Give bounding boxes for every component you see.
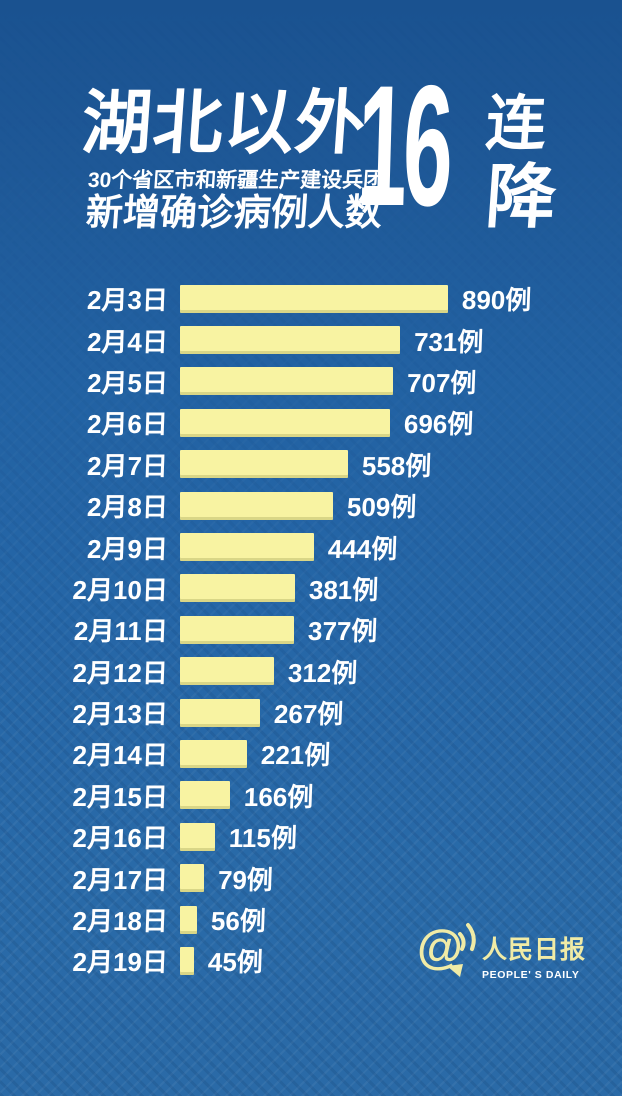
chart-row: 2月4日 731例 xyxy=(0,319,622,360)
chart-row: 2月3日 890例 xyxy=(0,278,622,319)
bar xyxy=(180,533,314,562)
date-label: 2月10日 xyxy=(72,574,169,605)
value-label: 707例 xyxy=(406,367,477,398)
wave-large-icon xyxy=(466,923,476,951)
value-label: 267例 xyxy=(273,699,344,730)
streak-label: 连 降 xyxy=(483,90,559,236)
speech-tail-icon xyxy=(447,964,463,977)
date-label: 2月13日 xyxy=(72,699,169,730)
date-label: 2月7日 xyxy=(86,450,169,481)
chart-row: 2月13日 267例 xyxy=(0,692,622,733)
bar xyxy=(180,864,204,893)
bar xyxy=(180,367,393,396)
date-label: 2月14日 xyxy=(72,740,169,771)
value-label: 696例 xyxy=(403,409,474,440)
bar xyxy=(180,491,333,520)
chart-row: 2月14日 221例 xyxy=(0,733,622,774)
bar xyxy=(180,615,294,644)
logo-en-text: PEOPLE' S DAILY xyxy=(482,969,580,981)
chart-row: 2月11日 377例 xyxy=(0,609,622,650)
chart-row: 2月6日 696例 xyxy=(0,402,622,443)
chart-row: 2月16日 115例 xyxy=(0,816,622,857)
value-label: 221例 xyxy=(260,740,331,771)
streak-number: 16 xyxy=(355,50,452,242)
date-label: 2月12日 xyxy=(72,657,169,688)
value-label: 444例 xyxy=(327,533,398,564)
chart-row: 2月7日 558例 xyxy=(0,444,622,485)
bar xyxy=(180,822,215,851)
date-label: 2月17日 xyxy=(72,864,169,895)
subtitle-metric: 新增确诊病例人数 xyxy=(84,192,384,233)
date-label: 2月18日 xyxy=(72,906,169,937)
date-label: 2月3日 xyxy=(86,285,169,316)
date-label: 2月15日 xyxy=(72,781,169,812)
at-glyph: @ xyxy=(417,920,463,973)
chart-row: 2月19日 45例 xyxy=(0,940,622,981)
bar xyxy=(180,657,274,686)
chart-row: 2月8日 509例 xyxy=(0,485,622,526)
subtitle-scope: 30个省区市和新疆生产建设兵团 xyxy=(87,169,386,192)
value-label: 312例 xyxy=(287,657,358,688)
logo-text: 人民日报 PEOPLE' S DAILY xyxy=(482,930,586,981)
value-label: 381例 xyxy=(308,574,379,605)
date-label: 2月4日 xyxy=(86,326,169,357)
value-label: 731例 xyxy=(413,326,484,357)
date-label: 2月9日 xyxy=(86,533,169,564)
value-label: 115例 xyxy=(228,823,298,854)
chart-row: 2月5日 707例 xyxy=(0,361,622,402)
bar xyxy=(180,450,348,479)
bar xyxy=(180,326,400,355)
streak-char-top: 连 xyxy=(483,90,549,157)
value-label: 45例 xyxy=(207,947,264,978)
date-label: 2月11日 xyxy=(73,616,169,647)
page-title: 湖北以外 xyxy=(79,84,369,162)
chart-row: 2月9日 444例 xyxy=(0,526,622,567)
bar xyxy=(180,905,197,934)
date-label: 2月6日 xyxy=(86,409,169,440)
value-label: 509例 xyxy=(346,492,417,523)
value-label: 79例 xyxy=(217,864,274,895)
bar xyxy=(180,284,448,313)
value-label: 890例 xyxy=(461,285,532,316)
chart-row: 2月10日 381例 xyxy=(0,568,622,609)
date-label: 2月19日 xyxy=(72,947,169,978)
date-label: 2月5日 xyxy=(86,367,169,398)
bar xyxy=(180,739,247,768)
streak-char-bottom: 降 xyxy=(483,158,559,236)
chart-row: 2月18日 56例 xyxy=(0,899,622,940)
bar xyxy=(180,946,194,975)
at-megaphone-icon: @ xyxy=(417,920,476,977)
value-label: 377例 xyxy=(307,616,378,647)
bar xyxy=(180,781,230,810)
bar-chart: 2月3日 890例 2月4日 731例 2月5日 707例 2月6日 696例 2月7日 558例… xyxy=(0,278,622,982)
bar xyxy=(180,698,260,727)
value-label: 166例 xyxy=(243,781,314,812)
chart-row: 2月12日 312例 xyxy=(0,651,622,692)
chart-row: 2月15日 166例 xyxy=(0,775,622,816)
logo-cn-text: 人民日报 xyxy=(482,936,587,964)
bar xyxy=(180,574,295,603)
chart-row: 2月17日 79例 xyxy=(0,857,622,898)
value-label: 558例 xyxy=(361,450,432,481)
date-label: 2月8日 xyxy=(86,492,169,523)
date-label: 2月16日 xyxy=(72,823,169,854)
wave-small-icon xyxy=(458,932,466,951)
publisher-logo: @ 人民日报 PEOPLE' S DAILY xyxy=(417,913,586,981)
value-label: 56例 xyxy=(210,906,267,937)
bar xyxy=(180,408,390,437)
